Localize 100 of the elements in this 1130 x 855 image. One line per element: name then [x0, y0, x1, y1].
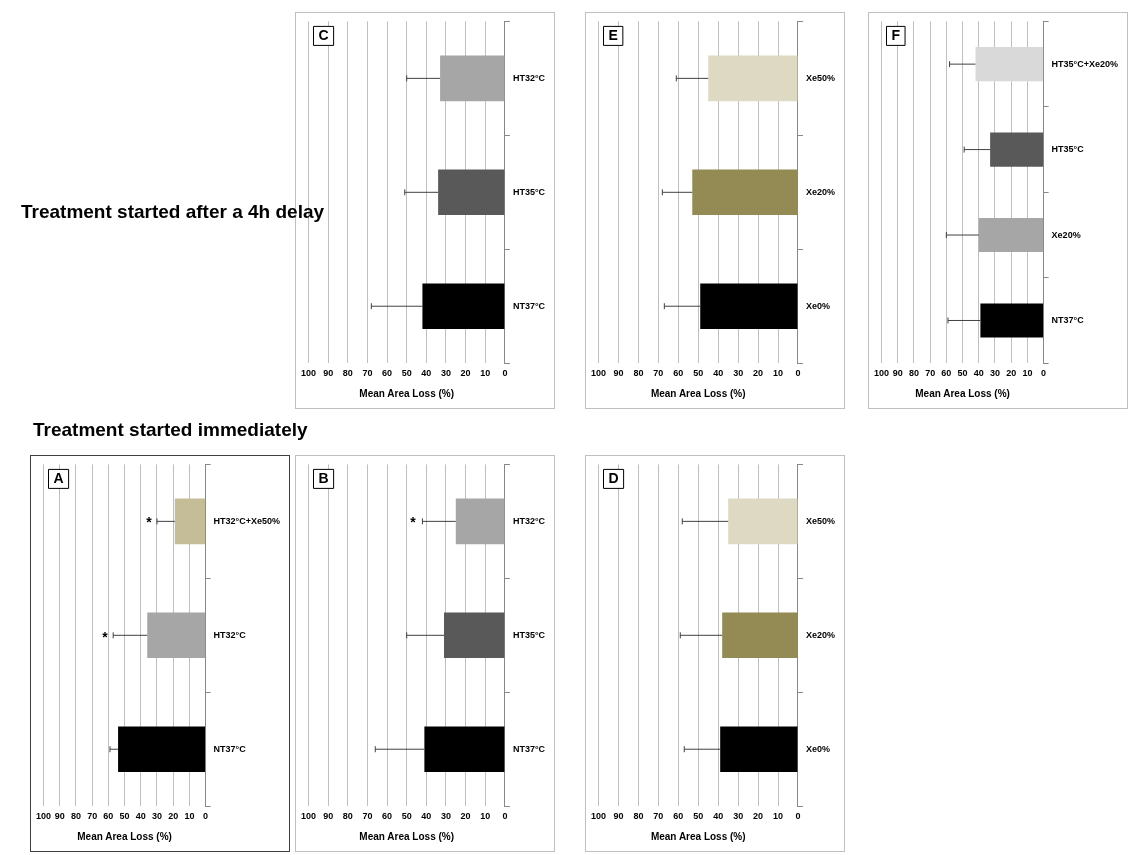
y-tick-label: Xe50%	[805, 72, 836, 83]
x-axis-title: Mean Area Loss (%)	[650, 830, 746, 842]
x-tick-label: 60	[103, 811, 114, 822]
x-tick-label: 0	[795, 368, 801, 379]
x-tick-label: 0	[502, 811, 508, 822]
x-tick-label: 70	[362, 811, 373, 822]
chart-title: D	[608, 470, 619, 487]
x-tick-label: 30	[733, 811, 744, 822]
chart-title: F	[891, 27, 901, 44]
x-tick-label: 10	[773, 811, 784, 822]
x-tick-label: 80	[908, 368, 919, 379]
y-tick-label: HT35°C	[512, 186, 546, 197]
annotation: *	[102, 629, 108, 645]
x-tick-label: 20	[460, 368, 471, 379]
x-tick-label: 0	[795, 811, 801, 822]
x-tick-label: 20	[1006, 368, 1017, 379]
annotation: Treatment started after a 4h delay	[21, 201, 325, 223]
x-tick-label: 90	[892, 368, 903, 379]
x-tick-label: 70	[87, 811, 98, 822]
y-tick-label: NT37°C	[213, 743, 247, 754]
x-tick-label: 10	[480, 811, 491, 822]
x-tick-label: 30	[440, 368, 451, 379]
y-tick-label: HT32°C+Xe50%	[213, 515, 281, 526]
x-axis-title: Mean Area Loss (%)	[77, 830, 172, 842]
x-tick-label: 90	[613, 811, 624, 822]
x-axis-title: Mean Area Loss (%)	[359, 387, 455, 399]
x-tick-label: 40	[713, 811, 724, 822]
x-tick-label: 30	[151, 811, 162, 822]
x-tick-label: 70	[653, 811, 664, 822]
chart-title: C	[318, 27, 329, 44]
x-tick-label: 80	[342, 811, 353, 822]
x-tick-label: 90	[323, 811, 334, 822]
x-tick-label: 60	[382, 368, 393, 379]
x-tick-label: 100	[590, 811, 607, 822]
x-tick-label: 40	[135, 811, 146, 822]
x-tick-label: 100	[300, 368, 317, 379]
x-axis-title: Mean Area Loss (%)	[915, 387, 1010, 399]
x-tick-label: 50	[693, 811, 704, 822]
x-tick-label: 80	[70, 811, 81, 822]
x-tick-label: 50	[401, 811, 412, 822]
x-tick-label: 90	[613, 368, 624, 379]
x-tick-label: 60	[941, 368, 952, 379]
x-tick-label: 80	[633, 368, 644, 379]
x-tick-label: 50	[401, 368, 412, 379]
x-tick-label: 0	[1041, 368, 1047, 379]
y-tick-label: NT37°C	[512, 300, 546, 311]
annotation: *	[146, 514, 152, 530]
x-tick-label: 20	[460, 811, 471, 822]
annotation: *	[410, 514, 416, 530]
x-tick-label: 40	[421, 811, 432, 822]
y-tick-label: Xe50%	[805, 515, 836, 526]
chart-title: B	[318, 470, 329, 487]
y-tick-label: Xe0%	[805, 300, 831, 311]
y-tick-label: Xe20%	[805, 629, 836, 640]
y-tick-label: Xe20%	[805, 186, 836, 197]
x-tick-label: 10	[184, 811, 195, 822]
x-tick-label: 90	[54, 811, 65, 822]
x-tick-label: 10	[1022, 368, 1033, 379]
x-axis-title: Mean Area Loss (%)	[650, 387, 746, 399]
chart-title: A	[53, 470, 64, 487]
x-tick-label: 20	[168, 811, 179, 822]
y-tick-label: HT32°C	[213, 629, 247, 640]
y-tick-label: HT32°C	[512, 72, 546, 83]
x-tick-label: 50	[957, 368, 968, 379]
x-tick-label: 100	[35, 811, 52, 822]
y-tick-label: Xe20%	[1051, 229, 1081, 240]
x-tick-label: 90	[323, 368, 334, 379]
x-tick-label: 20	[753, 811, 764, 822]
x-tick-label: 80	[633, 811, 644, 822]
x-tick-label: 60	[673, 811, 684, 822]
y-tick-label: HT32°C	[512, 515, 546, 526]
x-tick-label: 50	[119, 811, 130, 822]
y-tick-label: HT35°C	[512, 629, 546, 640]
chart-title: E	[608, 27, 618, 44]
x-tick-label: 60	[382, 811, 393, 822]
x-tick-label: 10	[480, 368, 491, 379]
x-tick-label: 30	[440, 811, 451, 822]
x-tick-label: 80	[342, 368, 353, 379]
x-axis-title: Mean Area Loss (%)	[359, 830, 455, 842]
x-tick-label: 30	[733, 368, 744, 379]
x-tick-label: 70	[362, 368, 373, 379]
x-tick-label: 30	[989, 368, 1000, 379]
y-tick-label: HT35°C+Xe20%	[1051, 58, 1119, 69]
x-tick-label: 40	[421, 368, 432, 379]
y-tick-label: NT37°C	[1051, 314, 1085, 325]
x-tick-label: 100	[590, 368, 607, 379]
x-tick-label: 0	[203, 811, 209, 822]
x-tick-label: 0	[502, 368, 508, 379]
x-tick-label: 70	[653, 368, 664, 379]
y-tick-label: Xe0%	[805, 743, 831, 754]
y-tick-label: HT35°C	[1051, 144, 1085, 155]
x-tick-label: 100	[873, 368, 890, 379]
x-tick-label: 50	[693, 368, 704, 379]
x-tick-label: 70	[925, 368, 936, 379]
x-tick-label: 20	[753, 368, 764, 379]
x-tick-label: 100	[300, 811, 317, 822]
x-tick-label: 60	[673, 368, 684, 379]
x-tick-label: 40	[713, 368, 724, 379]
y-tick-label: NT37°C	[512, 743, 546, 754]
text: Treatment started immediately	[33, 419, 308, 441]
